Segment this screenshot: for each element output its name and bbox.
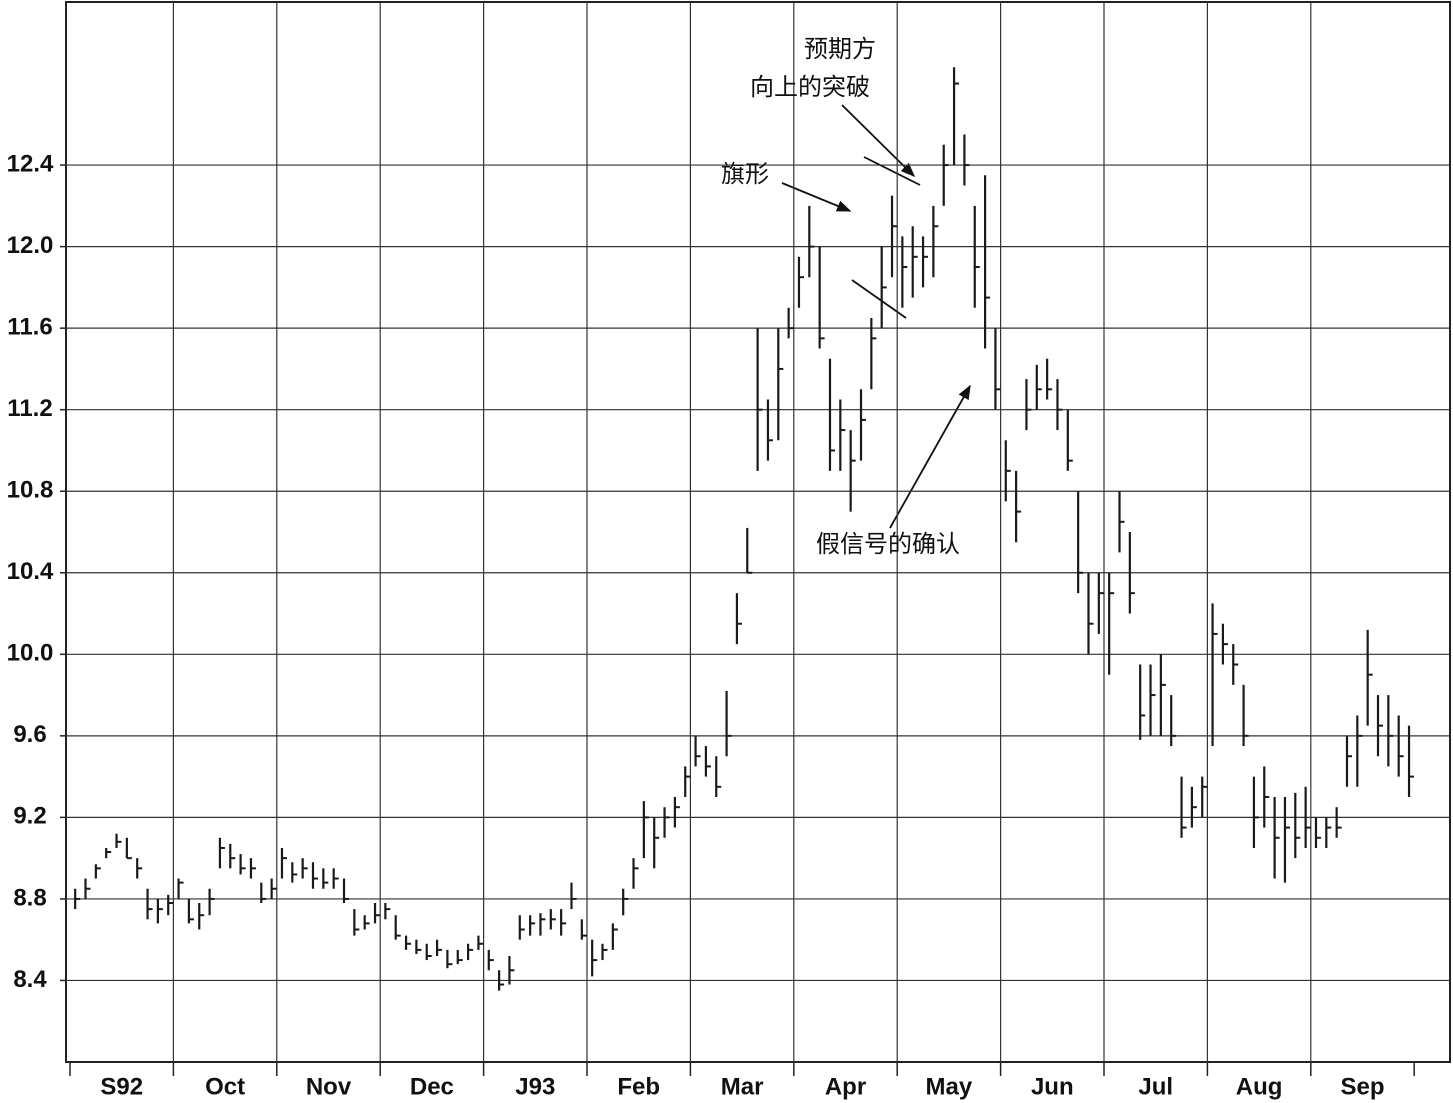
annotation: 旗形: [721, 160, 769, 188]
x-tick-label: Apr: [825, 1073, 866, 1100]
flag-line: [851, 279, 907, 319]
flag-line: [863, 156, 921, 186]
x-tick-label: Oct: [205, 1073, 245, 1100]
arrow: [889, 384, 971, 529]
y-tick-label: 11.2: [7, 395, 52, 422]
y-tick-label: 11.6: [7, 313, 52, 340]
y-tick-label: 10.0: [7, 640, 54, 667]
y-tick-label: 12.0: [7, 232, 54, 259]
arrow: [781, 182, 852, 212]
x-tick-label: S92: [100, 1073, 143, 1100]
x-tick-label: Jul: [1138, 1073, 1173, 1100]
annotation-lines: [781, 104, 971, 529]
y-tick-label: 9.6: [13, 721, 46, 748]
arrow: [841, 104, 916, 178]
x-tick-label: May: [926, 1073, 973, 1100]
y-tick-label: 9.2: [13, 803, 46, 830]
plot-frame: [65, 1, 1451, 1063]
y-tick-label: 12.4: [7, 150, 54, 177]
x-tick-label: Aug: [1236, 1073, 1283, 1100]
y-tick-label: 10.8: [7, 477, 54, 504]
x-tick-label: Nov: [306, 1073, 352, 1100]
y-tick-label: 10.4: [7, 558, 54, 585]
x-tick-label: Mar: [721, 1073, 764, 1100]
annotation: 假信号的确认: [816, 530, 960, 558]
y-tick-label: 8.4: [13, 966, 47, 993]
x-tick-label: Feb: [617, 1073, 660, 1100]
x-tick-label: J93: [515, 1073, 555, 1100]
x-tick-label: Dec: [410, 1073, 454, 1100]
x-tick-label: Jun: [1031, 1073, 1074, 1100]
annotation: 向上的突破: [750, 73, 870, 101]
annotation: 预期方: [804, 35, 876, 63]
x-tick-label: Sep: [1340, 1073, 1384, 1100]
y-tick-label: 8.8: [13, 884, 46, 911]
